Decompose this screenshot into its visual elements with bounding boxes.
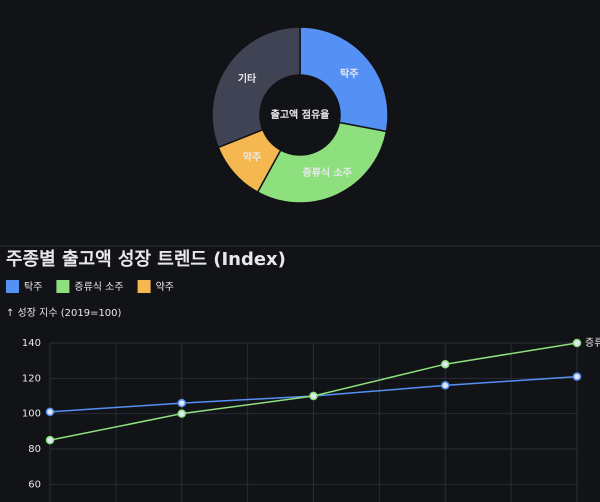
- y-tick-label: 140: [22, 338, 41, 349]
- y-tick-label: 80: [28, 444, 41, 455]
- data-point: [441, 359, 450, 369]
- pie-slice: [299, 26, 389, 133]
- slice-label: 기타: [238, 72, 257, 85]
- data-point: [572, 338, 582, 348]
- y-tick-label: 100: [22, 409, 41, 420]
- y-tick-label: 120: [22, 373, 41, 384]
- legend-swatch: [137, 280, 151, 293]
- legend-label: 증류식 소주: [74, 281, 123, 293]
- legend-label: 약주: [156, 281, 174, 293]
- pie-slice: [211, 26, 301, 149]
- slice-label: 증류식 소주: [303, 166, 352, 179]
- pie-slice: [256, 121, 388, 204]
- data-point: [177, 398, 186, 408]
- center-label: 출고액 점유율: [271, 108, 330, 121]
- data-point: [45, 435, 55, 445]
- legend-swatch: [56, 280, 70, 293]
- y-tick-label: 60: [28, 479, 41, 490]
- data-point: [309, 391, 318, 401]
- legend-label: 탁주: [24, 281, 42, 293]
- legend-swatch: [6, 280, 19, 293]
- data-point: [572, 372, 582, 381]
- end-label: 증류식 소주: [585, 337, 600, 349]
- slice-label: 탁주: [340, 67, 358, 80]
- data-point: [441, 381, 450, 390]
- y-axis-label: ↑ 성장 지수 (2019=100): [6, 307, 122, 319]
- chart-title: 주종별 출고액 성장 트렌드 (Index): [6, 249, 286, 270]
- data-point: [45, 407, 55, 417]
- data-point: [177, 409, 186, 418]
- slice-label: 약주: [243, 150, 261, 163]
